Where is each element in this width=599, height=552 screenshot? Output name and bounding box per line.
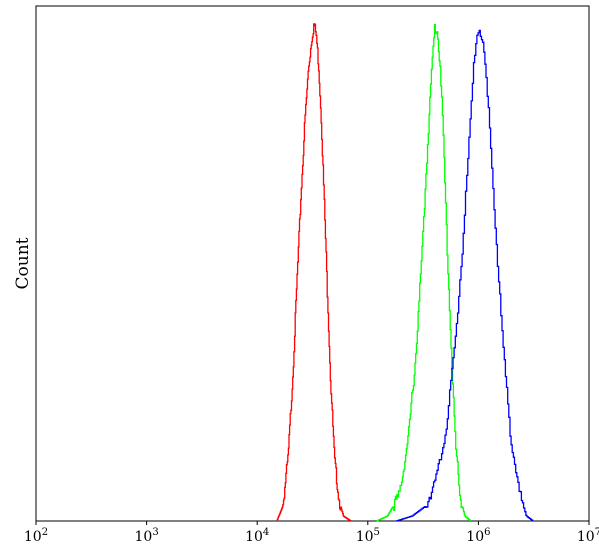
histogram-series-3 — [396, 29, 534, 522]
x-tick-label: 107 — [577, 527, 599, 545]
x-tick-exponent: 3 — [152, 527, 158, 538]
x-tick-base: 10 — [134, 529, 152, 545]
x-tick-base: 10 — [577, 529, 595, 545]
histogram-series-1 — [276, 23, 352, 522]
x-tick-label: 102 — [24, 527, 48, 545]
x-tick-base: 10 — [356, 529, 374, 545]
series-layer — [276, 23, 534, 522]
x-tick-label: 103 — [134, 527, 158, 545]
x-tick-layer: 102 103 104 105 106 107 — [24, 521, 599, 545]
x-tick-exponent: 7 — [595, 527, 599, 538]
y-axis-label: Count — [13, 237, 33, 289]
x-tick-base: 10 — [245, 529, 263, 545]
plot-area — [35, 5, 590, 522]
x-tick-exponent: 6 — [484, 527, 490, 538]
x-tick-exponent: 5 — [374, 527, 380, 538]
x-tick-label: 105 — [356, 527, 380, 545]
x-tick-base: 10 — [24, 529, 42, 545]
x-tick-exponent: 4 — [263, 527, 269, 538]
x-tick-label: 106 — [466, 527, 490, 545]
x-tick-exponent: 2 — [42, 527, 48, 538]
histogram-series-2 — [376, 23, 472, 522]
x-tick-base: 10 — [466, 529, 484, 545]
x-tick-label: 104 — [245, 527, 269, 545]
